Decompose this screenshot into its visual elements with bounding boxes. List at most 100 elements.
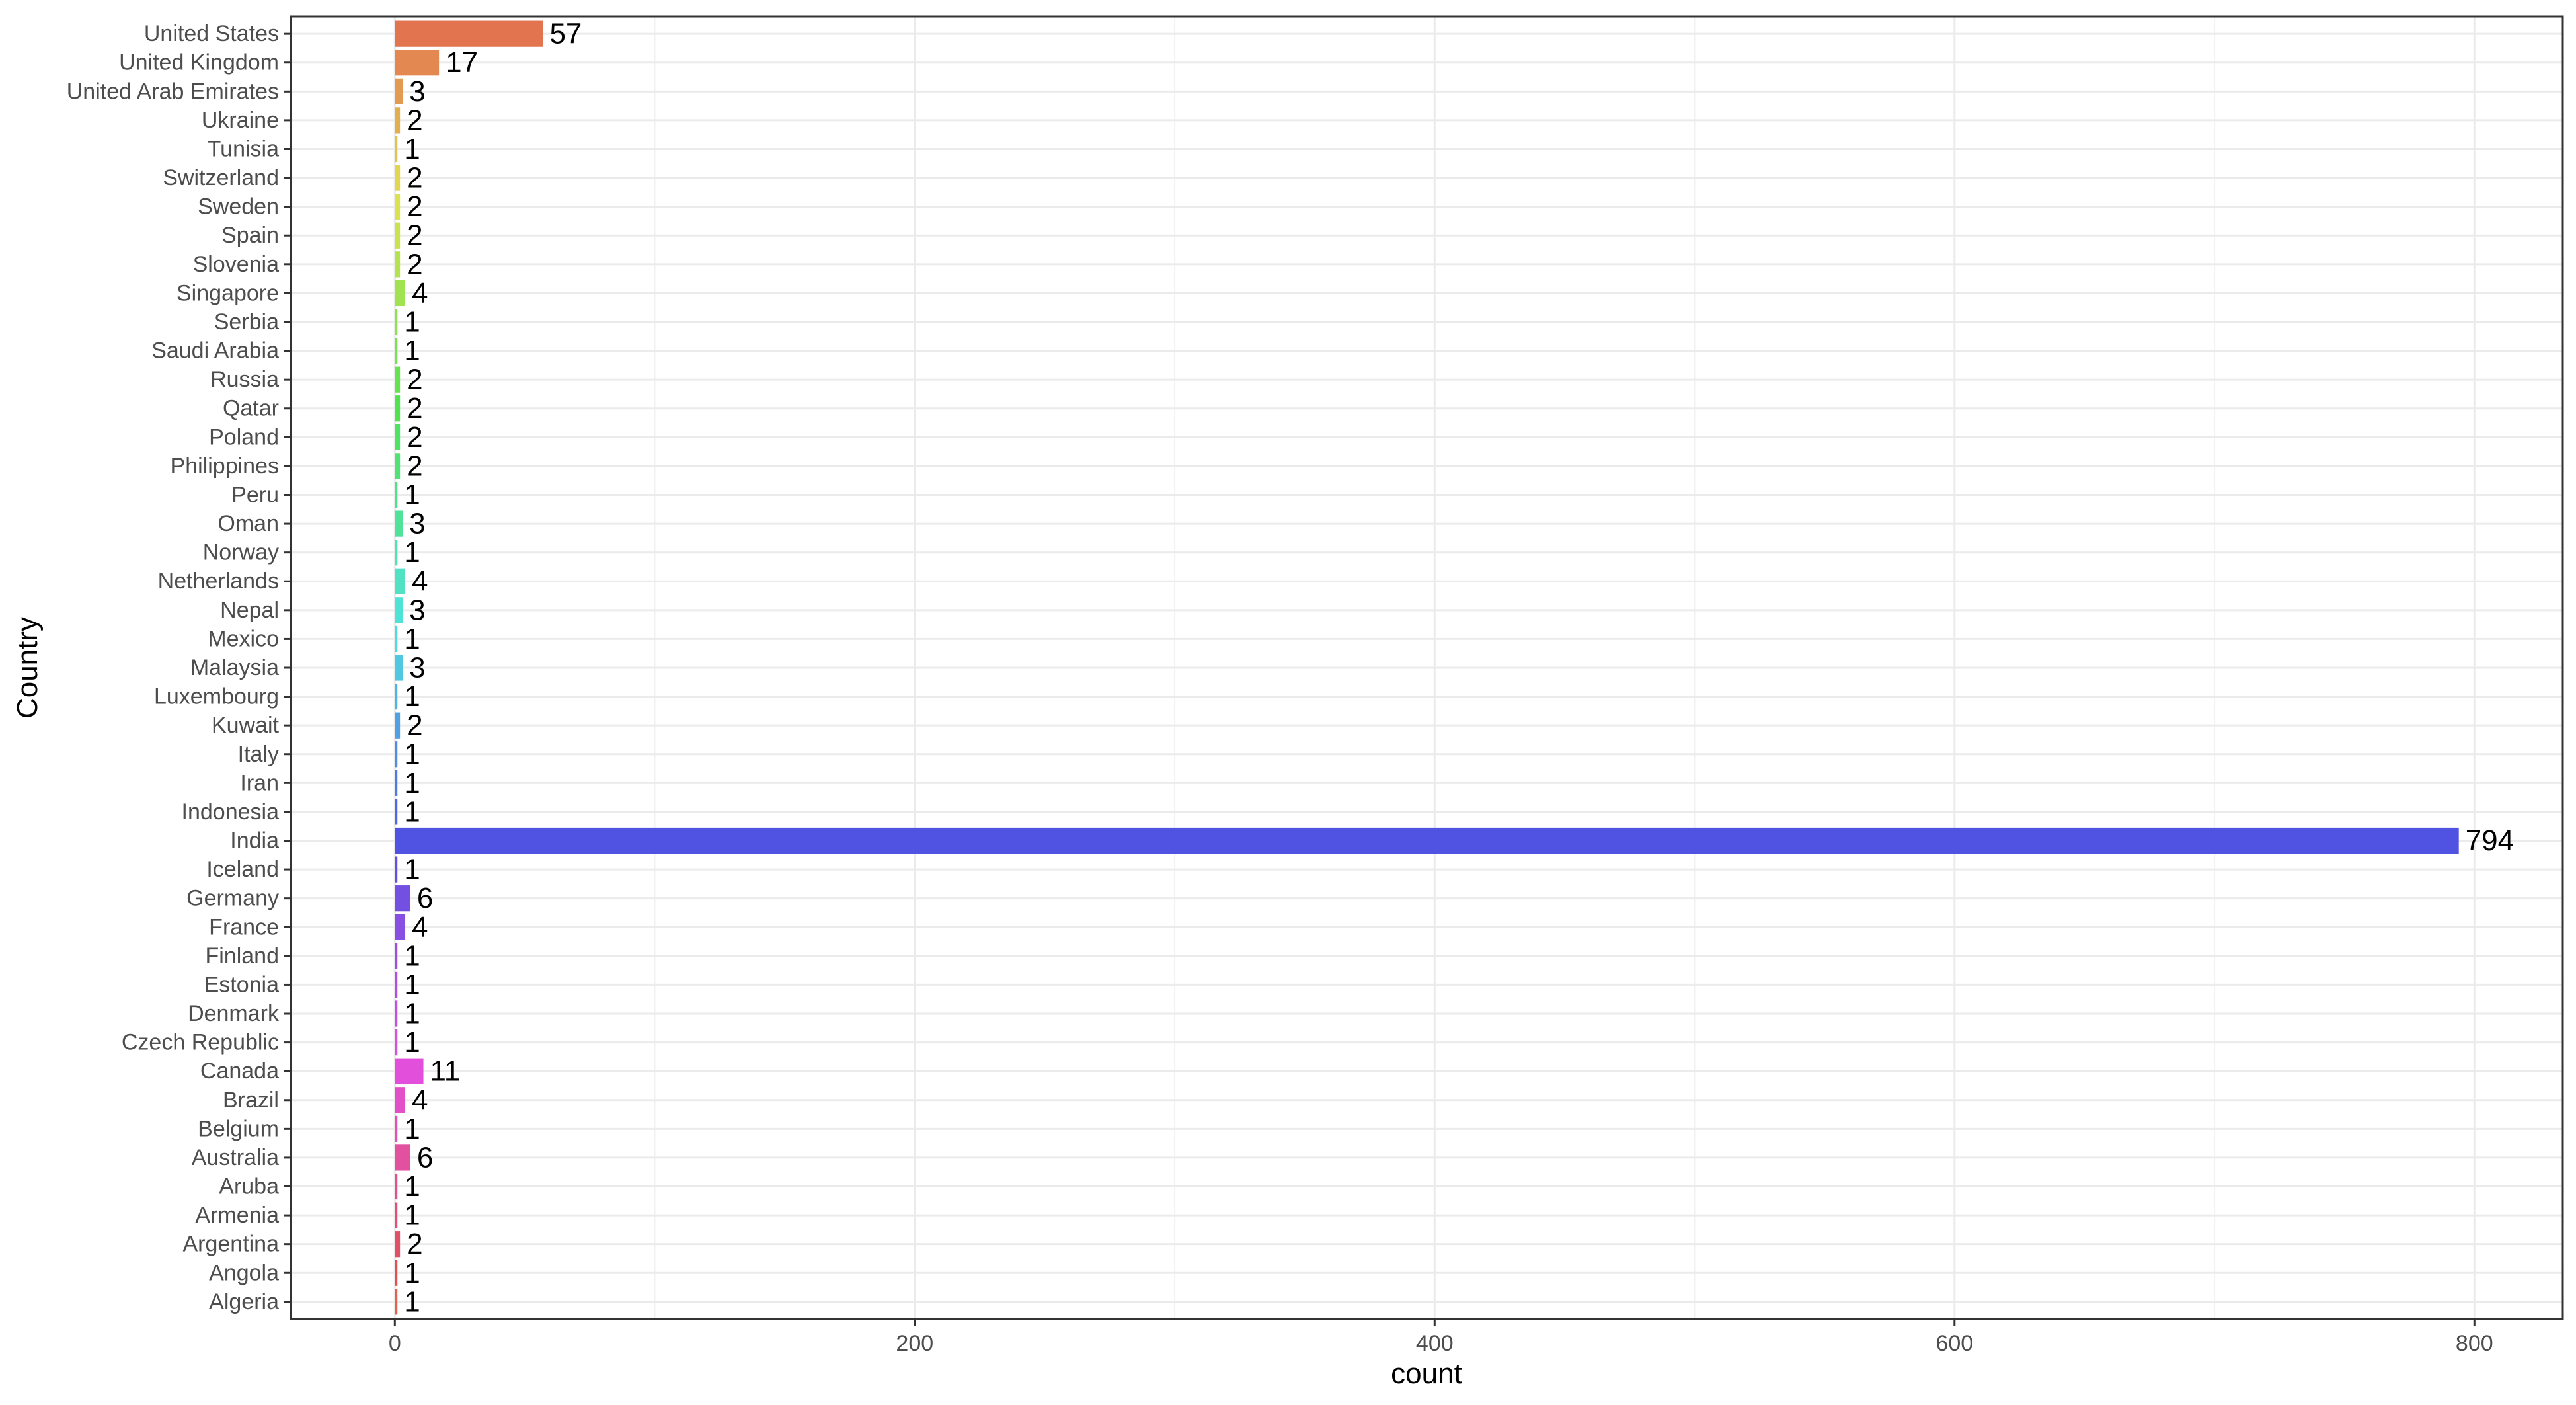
bar-philippines: [395, 453, 401, 479]
data-label: 2: [407, 709, 422, 742]
y-tick-label: Oman: [217, 511, 279, 536]
y-tick-label: Canada: [200, 1059, 279, 1084]
y-tick-label: Russia: [210, 367, 279, 392]
data-label: 1: [404, 479, 420, 511]
data-label: 2: [407, 104, 422, 136]
data-label: 1: [404, 1285, 420, 1318]
y-tick-label: France: [209, 914, 279, 940]
bar-netherlands: [395, 568, 406, 594]
bar-italy: [395, 741, 398, 768]
data-label: 3: [409, 75, 425, 108]
bar-finland: [395, 943, 398, 969]
data-label: 11: [430, 1055, 461, 1088]
x-axis-ticks: 0 200 400 600 800: [389, 1319, 2493, 1356]
y-tick-label: Czech Republic: [122, 1030, 279, 1055]
bar-sweden: [395, 194, 401, 220]
data-label: 6: [417, 1141, 433, 1174]
bar-norway: [395, 540, 398, 566]
data-label: 2: [407, 421, 422, 454]
data-label: 794: [2466, 824, 2514, 857]
bar-kuwait: [395, 712, 401, 739]
x-tick-label: 800: [2456, 1331, 2493, 1356]
y-tick-label: Qatar: [223, 396, 279, 421]
data-label: 1: [404, 623, 420, 655]
y-tick-label: Iceland: [206, 857, 279, 882]
bar-united-kingdom: [395, 50, 440, 76]
y-tick-label: Italy: [238, 742, 279, 767]
x-axis-title: count: [1391, 1357, 1462, 1390]
data-label: 2: [407, 190, 422, 223]
bar-switzerland: [395, 165, 401, 191]
y-tick-label: Denmark: [188, 1001, 280, 1026]
bar-poland: [395, 424, 401, 450]
y-tick-label: United Arab Emirates: [67, 79, 279, 104]
y-tick-label: Algeria: [209, 1289, 279, 1314]
data-label: 1: [404, 1257, 420, 1289]
bar-canada: [395, 1058, 424, 1084]
data-label: 1: [404, 335, 420, 367]
bar-angola: [395, 1260, 398, 1286]
bar-argentina: [395, 1231, 401, 1258]
x-tick-label: 600: [1935, 1331, 1973, 1356]
bar-australia: [395, 1144, 410, 1171]
y-tick-label: Switzerland: [163, 165, 279, 190]
bar-slovenia: [395, 251, 401, 278]
data-label: 3: [409, 508, 425, 540]
bar-armenia: [395, 1202, 398, 1228]
y-tick-label: Armenia: [195, 1203, 279, 1228]
bar-mexico: [395, 625, 398, 653]
data-label: 1: [404, 133, 420, 165]
y-tick-label: United Kingdom: [119, 50, 279, 75]
y-tick-label: Sweden: [198, 194, 279, 220]
y-tick-label: Indonesia: [182, 799, 280, 824]
data-label: 1: [404, 1026, 420, 1059]
y-tick-label: Argentina: [182, 1232, 279, 1257]
data-label: 4: [412, 911, 428, 943]
y-tick-label: Spain: [221, 223, 279, 248]
bar-singapore: [395, 280, 406, 307]
bar-estonia: [395, 971, 398, 998]
y-tick-label: Germany: [186, 886, 279, 911]
bar-algeria: [395, 1289, 398, 1315]
y-tick-label: Netherlands: [158, 569, 279, 594]
y-tick-label: Malaysia: [190, 655, 279, 680]
y-tick-label: Kuwait: [212, 713, 280, 738]
x-tick-label: 0: [389, 1331, 401, 1356]
y-tick-label: Brazil: [223, 1088, 279, 1113]
bar-aruba: [395, 1173, 398, 1200]
data-label: 1: [404, 795, 420, 828]
bar-serbia: [395, 309, 398, 335]
y-tick-label: Poland: [209, 424, 279, 450]
data-label: 2: [407, 220, 422, 252]
bar-united-states: [395, 20, 543, 47]
bar-denmark: [395, 1000, 398, 1027]
bar-russia: [395, 366, 401, 393]
data-label: 1: [404, 536, 420, 569]
bar-czech-republic: [395, 1029, 398, 1056]
bars: [395, 20, 2459, 1315]
y-tick-label: Estonia: [204, 972, 279, 997]
data-label: 1: [404, 940, 420, 972]
bar-oman: [395, 510, 403, 537]
y-axis-title: Country: [11, 617, 44, 719]
data-label: 4: [412, 565, 428, 598]
y-tick-label: Australia: [192, 1145, 279, 1170]
data-label: 2: [407, 450, 422, 482]
x-tick-label: 400: [1416, 1331, 1454, 1356]
y-tick-label: Belgium: [198, 1116, 279, 1141]
data-label: 1: [404, 305, 420, 338]
bar-spain: [395, 222, 401, 249]
y-tick-label: Angola: [209, 1260, 279, 1285]
data-label: 2: [407, 392, 422, 424]
data-label: 1: [404, 1170, 420, 1203]
data-label: 3: [409, 594, 425, 626]
grid-lines: [291, 17, 2563, 1319]
y-tick-label: Saudi Arabia: [151, 339, 279, 364]
bar-germany: [395, 885, 410, 912]
data-labels: 5717321222241122221314313121117941641111…: [404, 18, 2514, 1318]
y-tick-label: Aruba: [219, 1174, 279, 1199]
bar-ukraine: [395, 107, 401, 134]
y-tick-label: United States: [144, 21, 279, 46]
y-tick-label: Slovenia: [193, 252, 280, 277]
